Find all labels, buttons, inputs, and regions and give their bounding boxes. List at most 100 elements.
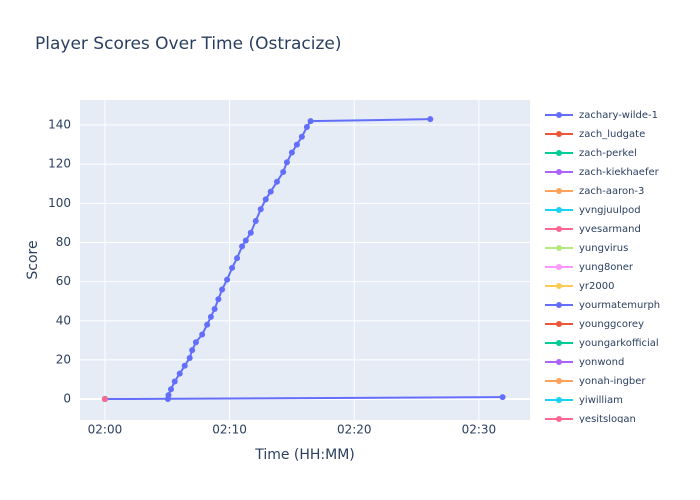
legend-marker: [556, 378, 562, 384]
y-tick-label: 140: [48, 118, 71, 132]
legend-label: yonwond: [579, 357, 624, 368]
legend-item[interactable]: yonah-ingber: [545, 376, 646, 387]
data-point: [171, 378, 178, 385]
y-tick-label: 80: [56, 235, 71, 249]
data-point: [176, 370, 183, 377]
legend-item[interactable]: zach-aaron-3: [545, 186, 644, 197]
legend-label: yvngjuulpod: [579, 205, 641, 216]
data-point: [242, 237, 249, 244]
legend-marker: [556, 302, 562, 308]
legend-marker: [556, 150, 562, 156]
data-point: [204, 321, 211, 328]
legend-label: yungvirus: [579, 243, 628, 254]
legend-label: zach_ludgate: [579, 129, 645, 140]
legend-label: youngarkofficial: [579, 338, 659, 349]
data-point: [211, 306, 218, 313]
legend-item[interactable]: zach_ludgate: [545, 129, 645, 140]
y-axis-title: Score: [25, 240, 41, 279]
data-point: [262, 196, 269, 203]
legend-item[interactable]: yonwond: [545, 357, 624, 368]
legend-marker: [556, 188, 562, 194]
legend-marker: [556, 397, 562, 403]
grid: 0 20 40 60 80 100 120 140 02:00 02:10 02:20 02:30: [48, 100, 530, 437]
legend-item[interactable]: yourmatemurph: [545, 300, 660, 311]
x-tick-label: 02:20: [337, 423, 372, 437]
legend-marker: [556, 112, 562, 118]
legend-item[interactable]: zach-kiekhaefer: [545, 167, 660, 178]
data-point: [247, 229, 254, 236]
legend-marker: [556, 283, 562, 289]
legend-item[interactable]: yr2000: [545, 281, 614, 292]
series-line: [104, 396, 503, 401]
data-point: [215, 296, 222, 303]
series-line: [166, 118, 431, 400]
data-point: [199, 331, 206, 338]
legend-label: yiwilliam: [579, 395, 623, 406]
data-point: [165, 392, 172, 399]
data-point: [252, 217, 259, 224]
data-point: [257, 206, 264, 213]
legend-label: zach-kiekhaefer: [579, 167, 660, 178]
legend-label: zach-aaron-3: [579, 186, 644, 197]
legend-label: younggcorey: [579, 319, 644, 330]
data-point: [224, 276, 231, 283]
y-tick-label: 0: [63, 392, 71, 406]
legend-item[interactable]: zachary-wilde-1: [545, 110, 658, 121]
legend-label: zach-perkel: [579, 148, 637, 159]
legend-item[interactable]: zach-perkel: [545, 148, 637, 159]
y-tick-label: 100: [48, 196, 71, 210]
legend-label: yvesarmand: [579, 224, 641, 235]
legend-marker: [556, 245, 562, 251]
legend-item[interactable]: youngarkofficial: [545, 338, 659, 349]
plot-area: [80, 100, 530, 420]
y-tick-label: 60: [56, 274, 71, 288]
legend-item[interactable]: yung8oner: [545, 262, 634, 273]
legend-label: yonah-ingber: [579, 376, 646, 387]
legend-label: yung8oner: [579, 262, 634, 273]
legend[interactable]: zachary-wilde-1 zach_ludgate zach-perkel za…: [545, 110, 660, 425]
data-point: [298, 133, 305, 140]
legend-item[interactable]: younggcorey: [545, 319, 644, 330]
legend-item[interactable]: yiwilliam: [545, 395, 623, 406]
data-point: [239, 243, 246, 250]
legend-marker: [556, 321, 562, 327]
legend-item[interactable]: yvesarmand: [545, 224, 641, 235]
data-point: [189, 347, 196, 354]
x-tick-label: 02:30: [462, 423, 497, 437]
data-point: [234, 255, 241, 262]
legend-marker: [556, 131, 562, 137]
data-point: [192, 339, 199, 346]
data-point: [303, 124, 310, 131]
data-point: [293, 141, 300, 148]
legend-item[interactable]: yesitslogan: [545, 414, 636, 425]
plot-content: [101, 116, 506, 403]
legend-label: zachary-wilde-1: [579, 110, 658, 121]
data-point: [273, 178, 280, 185]
data-point: [229, 264, 236, 271]
y-tick-label: 120: [48, 157, 71, 171]
data-point: [427, 116, 434, 123]
legend-item[interactable]: yungvirus: [545, 243, 628, 254]
data-point: [219, 286, 226, 293]
legend-item[interactable]: yvngjuulpod: [545, 205, 641, 216]
data-point: [283, 159, 290, 166]
x-axis-title: Time (HH:MM): [254, 447, 355, 463]
x-tick-label: 02:00: [88, 423, 123, 437]
legend-marker: [556, 169, 562, 175]
chart-title: Player Scores Over Time (Ostracize): [35, 34, 342, 54]
data-point: [307, 118, 314, 125]
data-point: [288, 149, 295, 156]
x-tick-label: 02:10: [212, 423, 247, 437]
data-point: [181, 362, 188, 369]
y-tick-label: 20: [56, 352, 71, 366]
legend-marker: [556, 226, 562, 232]
data-point: [101, 396, 108, 403]
data-point: [280, 169, 287, 176]
legend-marker: [556, 264, 562, 270]
legend-label: yesitslogan: [579, 414, 636, 425]
data-point: [186, 354, 193, 361]
legend-marker: [556, 340, 562, 346]
legend-label: yr2000: [579, 281, 614, 292]
data-point: [499, 394, 506, 401]
